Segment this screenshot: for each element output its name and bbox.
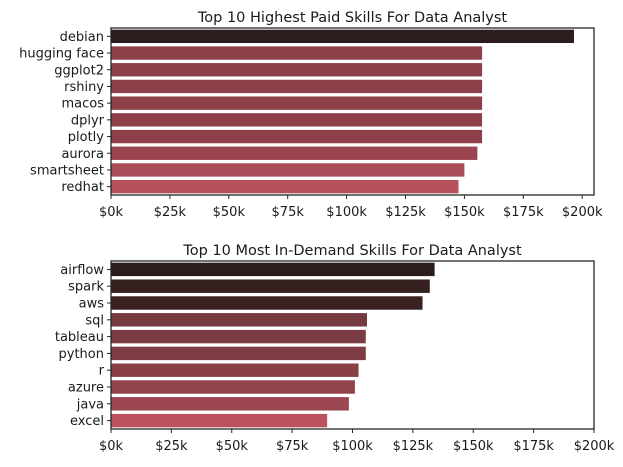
x-tick-label: $200k (562, 205, 603, 220)
bar-redhat (111, 179, 459, 194)
bar-r (111, 363, 359, 377)
bar-java (111, 397, 349, 411)
x-tick-label: $0k (99, 439, 124, 454)
chart-title: Top 10 Highest Paid Skills For Data Anal… (197, 10, 508, 26)
x-tick-label: $50k (216, 439, 249, 454)
x-tick-label: $150k (444, 205, 485, 220)
bar-sql (111, 313, 367, 327)
y-tick-label: python (59, 347, 104, 362)
bar-smartsheet (111, 163, 465, 177)
x-tick-label: $100k (326, 205, 367, 220)
x-tick-label: $125k (385, 205, 426, 220)
y-tick-label: dplyr (71, 113, 105, 128)
bar-excel (111, 413, 328, 428)
bar-spark (111, 279, 430, 293)
bar-ggplot2 (111, 63, 483, 77)
chart-panel-most-in-demand: Top 10 Most In-Demand Skills For Data An… (55, 243, 615, 454)
y-tick-label: rshiny (64, 80, 104, 95)
x-tick-label: $75k (272, 205, 305, 220)
y-tick-label: aws (79, 297, 105, 312)
y-tick-label: excel (70, 414, 104, 429)
bar-plotly (111, 129, 483, 144)
axes-frame (110, 260, 595, 430)
y-tick-label: hugging face (19, 47, 104, 62)
x-tick-label: $125k (393, 439, 434, 454)
y-tick-label: tableau (55, 330, 104, 345)
y-tick-label: sql (85, 313, 104, 328)
chart-title: Top 10 Most In-Demand Skills For Data An… (182, 243, 522, 259)
y-tick-label: java (76, 397, 104, 412)
x-tick-label: $75k (276, 439, 309, 454)
y-tick-label: plotly (68, 130, 105, 145)
y-tick-label: azure (68, 381, 104, 396)
x-tick-label: $150k (453, 439, 494, 454)
y-tick-label: macos (61, 97, 104, 112)
x-tick-label: $50k (213, 205, 246, 220)
x-tick-label: $25k (155, 439, 188, 454)
x-tick-label: $25k (154, 205, 187, 220)
y-tick-label: ggplot2 (54, 63, 104, 78)
y-tick-label: debian (60, 30, 104, 45)
x-tick-label: $200k (574, 439, 615, 454)
bar-tableau (111, 329, 366, 344)
bar-rshiny (111, 79, 483, 94)
bar-aws (111, 296, 423, 310)
bar-hugging-face (111, 46, 483, 60)
x-tick-label: $175k (513, 439, 554, 454)
y-tick-label: airflow (60, 263, 104, 278)
bar-python (111, 346, 366, 361)
y-tick-label: spark (68, 280, 104, 295)
y-tick-label: aurora (61, 147, 104, 162)
y-tick-label: smartsheet (30, 163, 104, 178)
y-tick-label: r (99, 364, 105, 379)
bar-dplyr (111, 113, 483, 127)
y-tick-label: redhat (61, 180, 104, 195)
x-tick-label: $100k (332, 439, 373, 454)
bar-debian (111, 29, 574, 44)
axes-frame (110, 27, 595, 196)
chart-panel-highest-paid: Top 10 Highest Paid Skills For Data Anal… (19, 10, 603, 220)
x-tick-label: $0k (99, 205, 124, 220)
bar-azure (111, 380, 355, 394)
bar-aurora (111, 146, 478, 160)
bar-airflow (111, 262, 435, 277)
x-tick-label: $175k (503, 205, 544, 220)
bar-macos (111, 96, 483, 110)
